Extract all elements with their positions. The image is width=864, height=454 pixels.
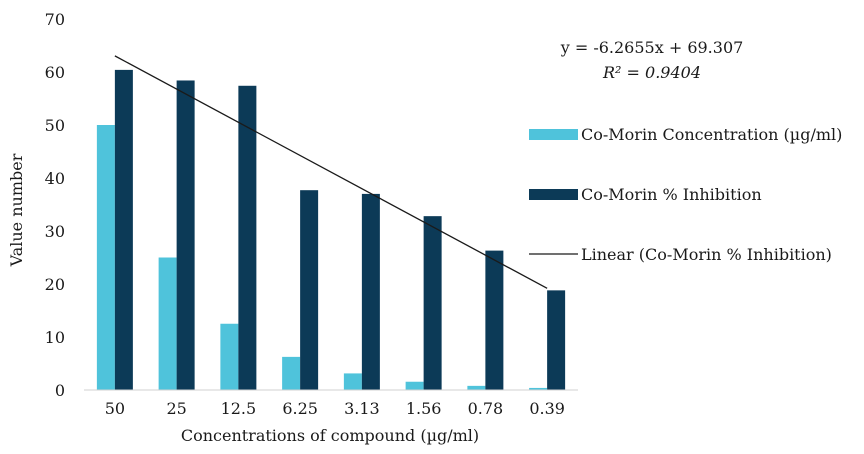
bar-concentration: [343, 373, 362, 390]
bar-concentration: [96, 125, 115, 390]
y-tick-label: 30: [45, 222, 65, 241]
bar-concentration: [467, 385, 486, 390]
trendline-equation: y = -6.2655x + 69.307: [560, 38, 744, 57]
y-tick-label: 10: [45, 328, 65, 347]
bar-inhibition: [547, 290, 566, 390]
x-tick-label: 0.78: [468, 399, 504, 418]
x-tick-label: 12.5: [221, 399, 257, 418]
bar-inhibition: [176, 80, 195, 390]
x-tick-label: 50: [105, 399, 125, 418]
legend-label-trendline: Linear (Co-Morin % Inhibition): [581, 245, 832, 264]
bar-concentration: [220, 323, 239, 390]
x-axis-ticks: 50 25 12.5 6.25 3.13 1.56 0.78 0.39: [105, 399, 565, 418]
x-tick-label: 1.56: [406, 399, 442, 418]
bar-concentration: [282, 356, 301, 390]
x-tick-label: 6.25: [282, 399, 318, 418]
legend-label-concentration: Co-Morin Concentration (µg/ml): [581, 125, 842, 144]
bar-inhibition: [423, 216, 442, 390]
x-tick-label: 25: [166, 399, 186, 418]
legend-label-inhibition: Co-Morin % Inhibition: [581, 185, 762, 204]
bar-inhibition: [485, 250, 504, 390]
trendline-r-squared: R² = 0.9404: [602, 63, 701, 82]
y-axis-title: Value number: [7, 153, 26, 267]
x-tick-label: 0.39: [529, 399, 565, 418]
bar-concentration: [529, 387, 548, 390]
legend-swatch-inhibition: [529, 189, 578, 200]
bar-concentration: [405, 381, 424, 390]
x-axis-title: Concentrations of compound (µg/ml): [181, 426, 479, 445]
x-tick-label: 3.13: [344, 399, 380, 418]
bar-inhibition: [361, 193, 380, 390]
y-tick-label: 20: [45, 275, 65, 294]
y-tick-label: 40: [45, 169, 65, 188]
bar-inhibition: [114, 69, 133, 390]
trendline: [114, 55, 548, 289]
bar-concentration: [158, 257, 177, 390]
bar-inhibition: [238, 85, 257, 390]
bar-inhibition: [300, 190, 319, 390]
y-tick-label: 0: [55, 381, 65, 400]
y-tick-label: 70: [45, 10, 65, 29]
y-axis-ticks: 0 10 20 30 40 50 60 70: [45, 10, 65, 400]
legend: Co-Morin Concentration (µg/ml) Co-Morin …: [529, 125, 842, 264]
y-tick-label: 50: [45, 116, 65, 135]
bars-group: [96, 69, 566, 390]
legend-swatch-concentration: [529, 129, 578, 140]
y-tick-label: 60: [45, 63, 65, 82]
